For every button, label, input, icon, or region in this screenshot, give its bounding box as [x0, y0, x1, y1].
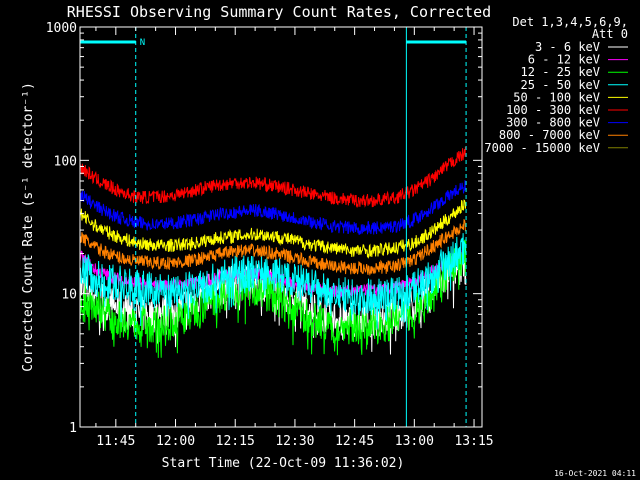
y-tick-label-1: 10 [61, 288, 77, 303]
legend-label-4: 50 - 100 keV [513, 90, 600, 104]
legend-header-line-1: Det 1,3,4,5,6,9, [512, 15, 628, 29]
series-line-3 [80, 233, 467, 330]
x-tick-label-6: 13:15 [454, 434, 493, 449]
chart-title: RHESSI Observing Summary Count Rates, Co… [67, 3, 491, 21]
legend-label-2: 12 - 25 keV [521, 65, 600, 79]
legend-label-5: 100 - 300 keV [506, 103, 600, 117]
x-tick-label-1: 12:00 [156, 434, 195, 449]
series-line-5 [80, 146, 467, 209]
x-tick-label-3: 12:30 [275, 434, 314, 449]
plot-area: N [80, 27, 467, 427]
y-tick-label-0: 1 [69, 421, 77, 436]
annotation-0: N [140, 38, 145, 48]
y-tick-label-2: 100 [54, 154, 77, 169]
x-tick-label-4: 12:45 [335, 434, 374, 449]
legend-label-1: 6 - 12 keV [528, 53, 600, 67]
axes: 11:45 12:00 12:15 12:30 12:45 13:00 13:15 1 10 10… [46, 21, 494, 449]
legend-label-7: 800 - 7000 keV [499, 128, 600, 142]
x-tick-label-5: 13:00 [395, 434, 434, 449]
y-axis-label: Corrected Count Rate (s⁻¹ detector⁻¹) [21, 82, 36, 372]
legend-label-8: 7000 - 15000 keV [484, 141, 600, 155]
y-tick-label-3: 1000 [46, 21, 77, 36]
series-line-4 [80, 199, 467, 259]
legend-label-3: 25 - 50 keV [521, 78, 600, 92]
legend-label-0: 3 - 6 keV [535, 40, 600, 54]
legend-label-6: 300 - 800 keV [506, 116, 600, 130]
footer-date: 16-Oct-2021 04:11 [554, 469, 636, 478]
plot-frame [79, 26, 483, 428]
x-axis-label: Start Time (22-Oct-09 11:36:02) [162, 456, 405, 471]
series-line-7 [80, 218, 467, 277]
x-tick-label-2: 12:15 [216, 434, 255, 449]
x-tick-label-0: 11:45 [96, 434, 135, 449]
series-line-6 [80, 180, 467, 236]
legend-header-line-2: Att 0 [592, 27, 628, 41]
